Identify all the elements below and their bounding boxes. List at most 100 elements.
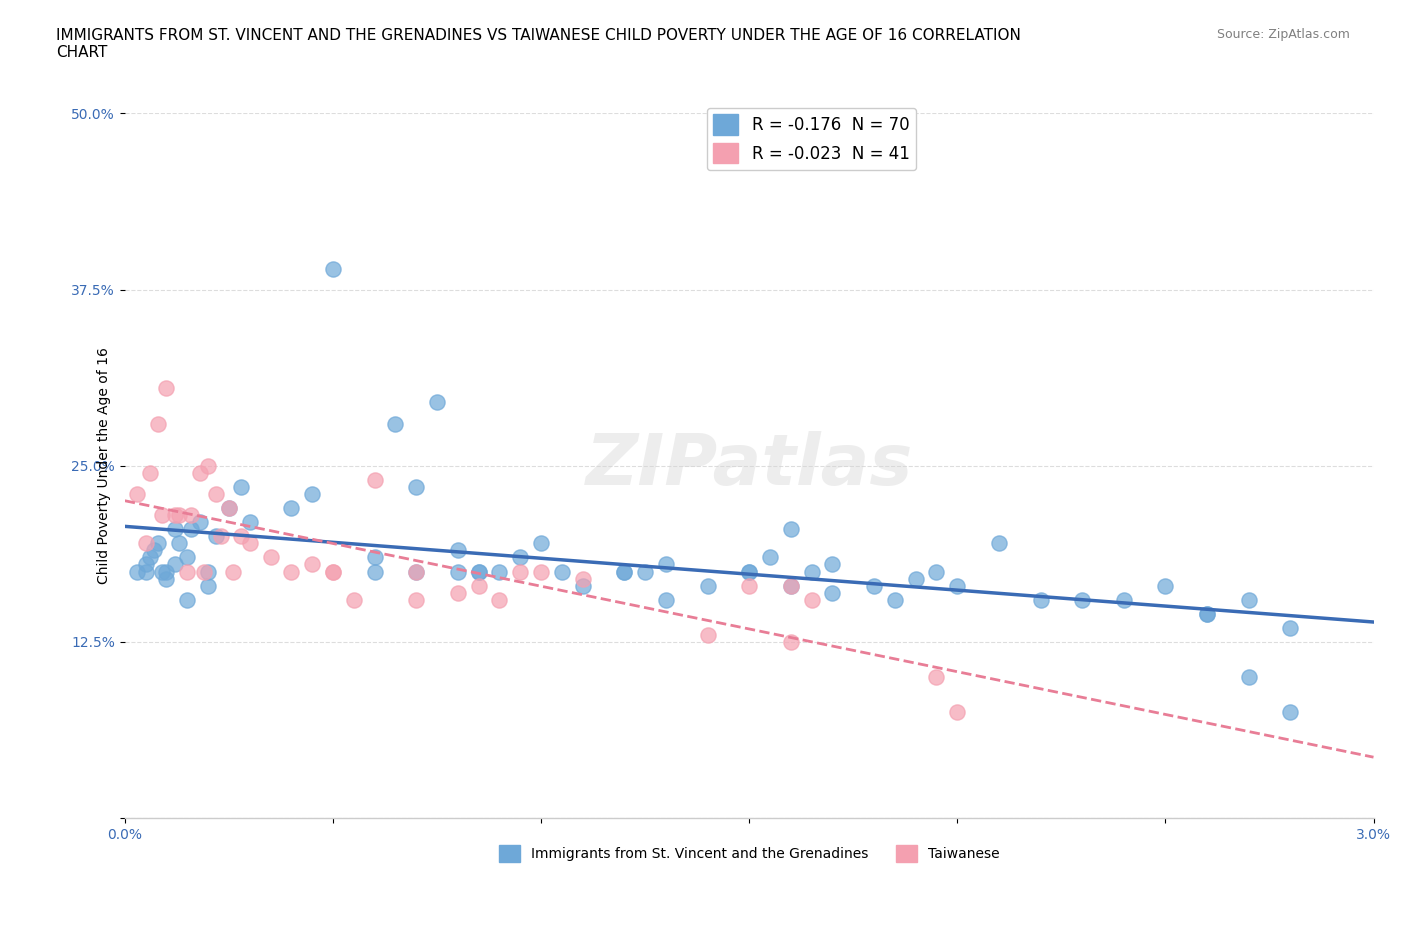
Point: [821, 557, 844, 572]
Point: [488, 592, 510, 607]
Point: [146, 416, 169, 431]
Text: ZIPatlas: ZIPatlas: [585, 432, 912, 500]
Point: [1112, 592, 1135, 607]
Point: [405, 480, 427, 495]
Point: [800, 592, 823, 607]
Point: [925, 670, 948, 684]
Point: [946, 705, 969, 720]
Point: [259, 550, 281, 565]
Point: [779, 578, 801, 593]
Point: [1071, 592, 1094, 607]
Point: [738, 565, 761, 579]
Point: [655, 557, 678, 572]
Point: [150, 565, 173, 579]
Point: [530, 536, 553, 551]
Point: [405, 565, 427, 579]
Point: [163, 508, 186, 523]
Text: IMMIGRANTS FROM ST. VINCENT AND THE GRENADINES VS TAIWANESE CHILD POVERTY UNDER : IMMIGRANTS FROM ST. VINCENT AND THE GREN…: [56, 28, 1021, 60]
Point: [209, 529, 232, 544]
Text: Source: ZipAtlas.com: Source: ZipAtlas.com: [1216, 28, 1350, 41]
Point: [447, 585, 470, 600]
Point: [1279, 705, 1302, 720]
Point: [155, 381, 177, 396]
Point: [800, 565, 823, 579]
Point: [135, 557, 157, 572]
Point: [696, 578, 718, 593]
Point: [1154, 578, 1177, 593]
Point: [779, 634, 801, 649]
Point: [447, 565, 470, 579]
Point: [150, 508, 173, 523]
Point: [1279, 620, 1302, 635]
Point: [222, 565, 245, 579]
Point: [197, 565, 219, 579]
Point: [139, 550, 162, 565]
Point: [634, 565, 657, 579]
Point: [821, 585, 844, 600]
Point: [571, 571, 593, 586]
Point: [167, 508, 190, 523]
Point: [139, 465, 162, 480]
Point: [322, 565, 344, 579]
Point: [738, 578, 761, 593]
Point: [405, 565, 427, 579]
Point: [363, 472, 385, 487]
Point: [363, 565, 385, 579]
Point: [155, 565, 177, 579]
Point: [779, 578, 801, 593]
Point: [322, 261, 344, 276]
Point: [1237, 592, 1260, 607]
Point: [738, 565, 761, 579]
Point: [509, 565, 531, 579]
Point: [551, 565, 574, 579]
Point: [696, 628, 718, 643]
Point: [467, 565, 489, 579]
Point: [571, 578, 593, 593]
Point: [193, 565, 215, 579]
Point: [384, 416, 406, 431]
Point: [180, 508, 202, 523]
Point: [613, 565, 636, 579]
Point: [1195, 606, 1218, 621]
Point: [655, 592, 678, 607]
Point: [176, 592, 198, 607]
Point: [405, 592, 427, 607]
Point: [163, 522, 186, 537]
Point: [197, 458, 219, 473]
Point: [925, 565, 948, 579]
Point: [322, 565, 344, 579]
Point: [280, 500, 302, 515]
Point: [218, 500, 240, 515]
Point: [146, 536, 169, 551]
Point: [176, 565, 198, 579]
Point: [530, 565, 553, 579]
Point: [135, 565, 157, 579]
Point: [883, 592, 905, 607]
Y-axis label: Child Poverty Under the Age of 16: Child Poverty Under the Age of 16: [97, 348, 111, 584]
Point: [188, 515, 211, 530]
Point: [180, 522, 202, 537]
Point: [231, 529, 253, 544]
Point: [143, 543, 166, 558]
Point: [205, 529, 228, 544]
Point: [613, 565, 636, 579]
Point: [343, 592, 366, 607]
Point: [239, 536, 262, 551]
Point: [176, 550, 198, 565]
Point: [127, 486, 149, 501]
Point: [1237, 670, 1260, 684]
Point: [135, 536, 157, 551]
Legend: Immigrants from St. Vincent and the Grenadines, Taiwanese: Immigrants from St. Vincent and the Gren…: [494, 840, 1005, 868]
Point: [488, 565, 510, 579]
Point: [127, 565, 149, 579]
Point: [163, 557, 186, 572]
Point: [779, 522, 801, 537]
Point: [218, 500, 240, 515]
Point: [155, 571, 177, 586]
Point: [280, 565, 302, 579]
Point: [1195, 606, 1218, 621]
Point: [426, 395, 449, 410]
Point: [1029, 592, 1052, 607]
Point: [301, 486, 323, 501]
Point: [467, 578, 489, 593]
